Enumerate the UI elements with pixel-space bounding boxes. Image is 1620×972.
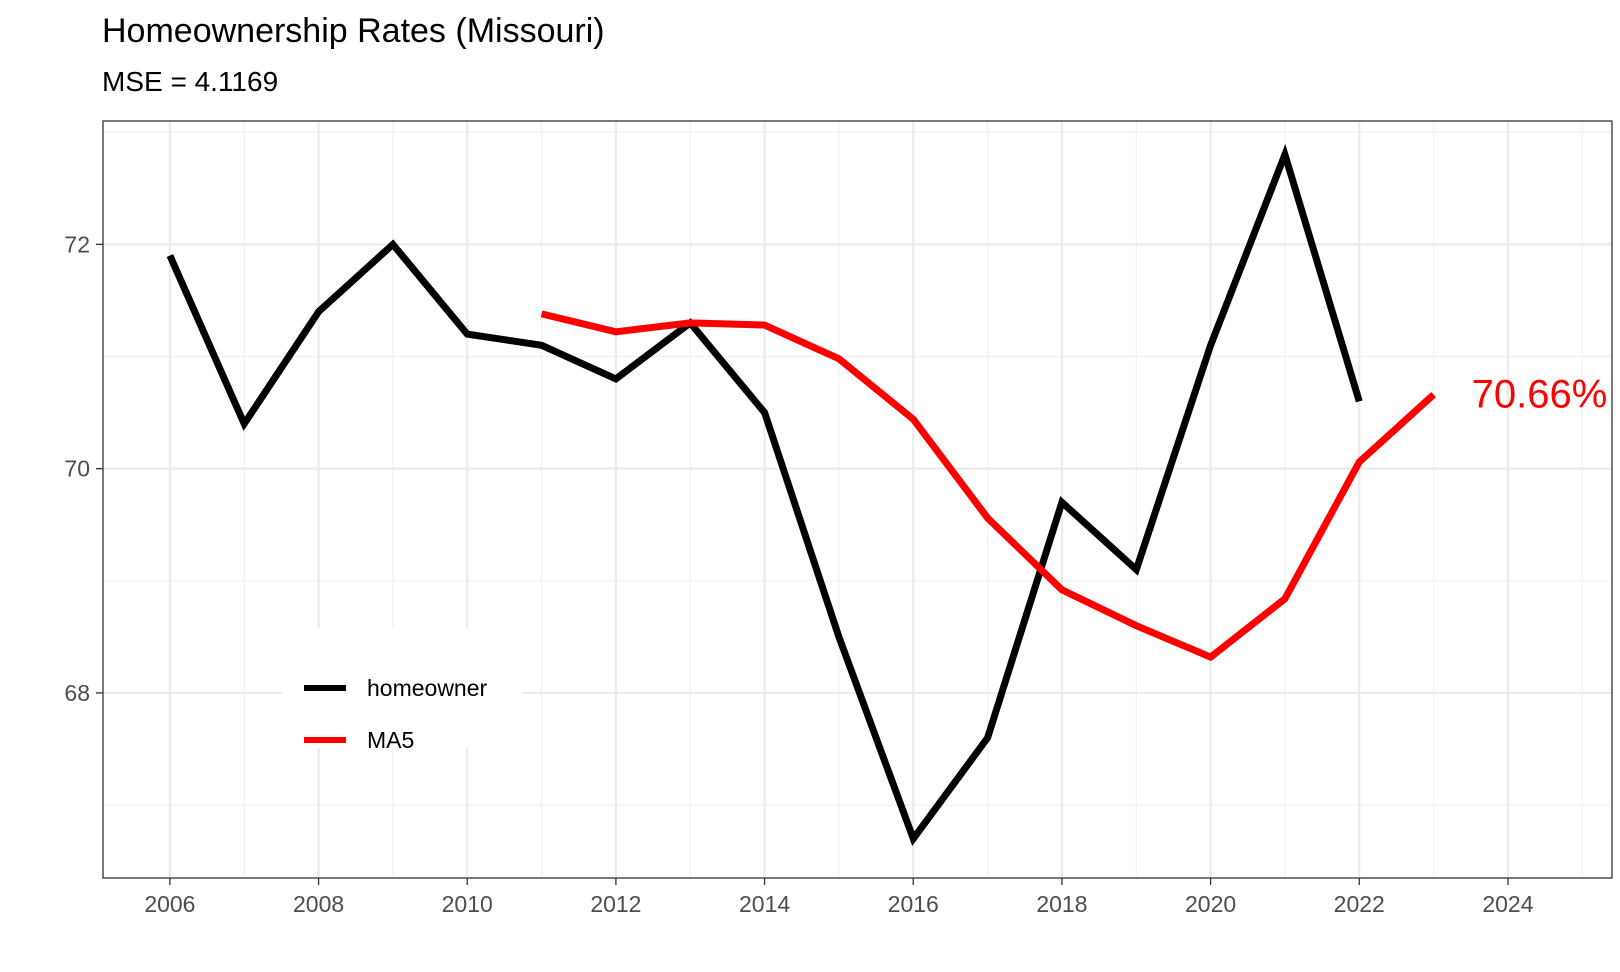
data-point-ma5 bbox=[538, 310, 545, 317]
x-tick-label: 2018 bbox=[1036, 891, 1087, 917]
series-line-ma5 bbox=[540, 310, 1436, 662]
data-point-homeowner bbox=[984, 734, 991, 741]
minor-gridlines bbox=[103, 121, 1612, 878]
data-point-ma5 bbox=[612, 328, 619, 335]
data-point-homeowner bbox=[1133, 566, 1140, 573]
data-point-homeowner bbox=[389, 241, 396, 248]
x-axis: 2006 2008 2010 2012 2014 2016 2018 2020 2022 2024 bbox=[144, 878, 1534, 917]
x-tick-label: 2008 bbox=[293, 891, 344, 917]
legend-label-homeowner: homeowner bbox=[367, 675, 488, 701]
x-tick-label: 2012 bbox=[590, 891, 641, 917]
data-point-ma5 bbox=[1356, 458, 1363, 465]
x-tick-label: 2014 bbox=[739, 891, 790, 917]
data-point-homeowner bbox=[835, 633, 842, 640]
data-point-homeowner bbox=[1207, 342, 1214, 349]
y-axis: 68 70 72 bbox=[64, 231, 103, 706]
x-tick-label: 2006 bbox=[144, 891, 195, 917]
data-point-ma5 bbox=[1058, 586, 1065, 593]
data-point-homeowner bbox=[910, 835, 917, 842]
data-point-homeowner bbox=[612, 375, 619, 382]
data-point-ma5 bbox=[687, 319, 694, 326]
data-point-homeowner bbox=[1281, 151, 1288, 158]
data-point-ma5 bbox=[1430, 391, 1437, 398]
x-tick-label: 2020 bbox=[1185, 891, 1236, 917]
y-tick-label: 72 bbox=[64, 231, 90, 257]
data-point-ma5 bbox=[1281, 595, 1288, 602]
data-point-homeowner bbox=[538, 342, 545, 349]
data-point-homeowner bbox=[1356, 398, 1363, 405]
data-point-homeowner bbox=[315, 308, 322, 315]
data-point-ma5 bbox=[984, 515, 991, 522]
data-point-ma5 bbox=[1207, 654, 1214, 661]
series-line-homeowner bbox=[166, 143, 1363, 847]
data-point-ma5 bbox=[835, 355, 842, 362]
x-tick-label: 2010 bbox=[442, 891, 493, 917]
chart-title: Homeownership Rates (Missouri) bbox=[102, 12, 605, 50]
data-point-ma5 bbox=[910, 416, 917, 423]
data-point-homeowner bbox=[761, 409, 768, 416]
data-point-homeowner bbox=[241, 420, 248, 427]
panel-border bbox=[102, 120, 1613, 879]
chart-subtitle: MSE = 4.1169 bbox=[102, 66, 279, 97]
data-point-homeowner bbox=[1058, 499, 1065, 506]
x-tick-label: 2022 bbox=[1334, 891, 1385, 917]
series-lines bbox=[166, 143, 1437, 847]
data-point-homeowner bbox=[166, 252, 173, 259]
data-point-ma5 bbox=[761, 322, 768, 329]
legend-label-ma5: MA5 bbox=[367, 727, 414, 753]
data-point-homeowner bbox=[464, 331, 471, 338]
ma5-last-value-label: 70.66% bbox=[1472, 373, 1608, 417]
x-tick-label: 2024 bbox=[1482, 891, 1533, 917]
data-point-ma5 bbox=[1133, 622, 1140, 629]
legend: homeowner MA5 bbox=[282, 628, 522, 753]
y-tick-label: 70 bbox=[64, 456, 90, 482]
x-tick-label: 2016 bbox=[888, 891, 939, 917]
major-gridlines bbox=[103, 121, 1612, 878]
y-tick-label: 68 bbox=[64, 680, 90, 706]
